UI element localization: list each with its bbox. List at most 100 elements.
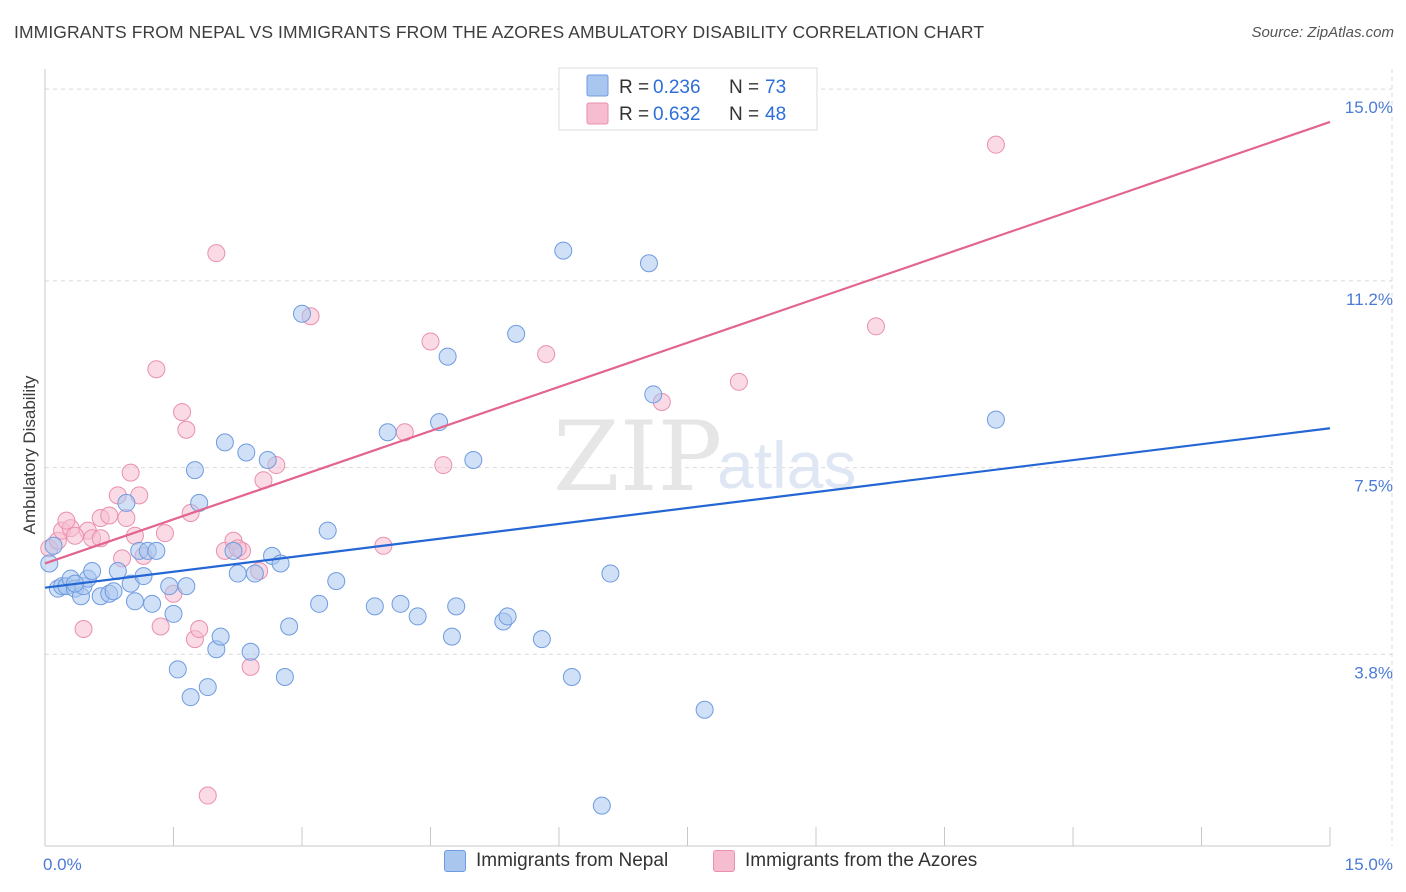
nepal-point xyxy=(507,324,526,343)
nepal-point xyxy=(181,688,200,707)
nepal-point xyxy=(592,796,611,815)
nepal-point xyxy=(185,461,204,480)
nepal-point xyxy=(644,385,663,404)
nepal-point xyxy=(44,536,63,555)
nepal-point xyxy=(498,607,517,626)
nepal-point xyxy=(438,347,457,366)
azores-point xyxy=(151,617,170,636)
azores-point xyxy=(74,620,93,639)
nepal-point xyxy=(365,597,384,616)
azores-point xyxy=(434,456,453,475)
nepal-point xyxy=(378,423,397,442)
nepal-point xyxy=(211,627,230,646)
nepal-point xyxy=(83,562,102,581)
nepal-trend-line xyxy=(44,427,1331,589)
nepal-point xyxy=(215,433,234,452)
y-tick-label: 11.2% xyxy=(1346,290,1393,309)
azores-point xyxy=(537,345,556,364)
nepal-n-value: 73 xyxy=(765,77,786,98)
nepal-point xyxy=(554,241,573,260)
azores-point xyxy=(117,509,136,528)
nepal-point xyxy=(117,493,136,512)
x-tick-label: 0.0% xyxy=(43,855,82,874)
nepal-points xyxy=(40,241,1005,815)
azores-point xyxy=(207,244,226,263)
nepal-point xyxy=(40,554,59,573)
azores-r-label: R = xyxy=(619,104,649,125)
azores-point xyxy=(65,526,84,545)
series-legend: Immigrants from Nepal Immigrants from th… xyxy=(0,850,1406,880)
azores-point xyxy=(147,360,166,379)
azores-point xyxy=(241,657,260,676)
watermark-atlas: atlas xyxy=(717,428,856,502)
watermark: ZIP atlas xyxy=(553,401,856,513)
nepal-point xyxy=(532,630,551,649)
nepal-point xyxy=(275,667,294,686)
nepal-swatch xyxy=(444,850,466,872)
nepal-point xyxy=(177,577,196,596)
azores-point xyxy=(57,511,76,530)
azores-point xyxy=(100,506,119,525)
azores-point xyxy=(421,332,440,351)
nepal-point xyxy=(391,594,410,613)
azores-swatch xyxy=(713,850,735,872)
azores-r-value: 0.632 xyxy=(653,104,701,125)
trend-lines xyxy=(44,120,1331,589)
nepal-point xyxy=(168,660,187,679)
nepal-point xyxy=(327,572,346,591)
nepal-point xyxy=(258,451,277,470)
nepal-point xyxy=(125,592,144,611)
azores-legend-swatch xyxy=(586,102,609,125)
nepal-r-value: 0.236 xyxy=(653,77,701,98)
watermark-zip: ZIP xyxy=(553,401,722,513)
azores-n-label: N = xyxy=(729,104,759,125)
nepal-point xyxy=(160,577,179,596)
nepal-point xyxy=(245,564,264,583)
nepal-point xyxy=(241,642,260,661)
nepal-point xyxy=(464,451,483,470)
nepal-point xyxy=(639,254,658,273)
y-tick-label: 15.0% xyxy=(1345,98,1393,117)
nepal-point xyxy=(601,564,620,583)
azores-trend-line xyxy=(44,120,1331,565)
azores-point xyxy=(866,317,885,336)
nepal-legend-swatch xyxy=(586,74,609,97)
nepal-point xyxy=(986,410,1005,429)
azores-point xyxy=(986,135,1005,154)
nepal-point xyxy=(318,521,337,540)
y-tick-label: 3.8% xyxy=(1354,663,1393,682)
nepal-point xyxy=(224,541,243,560)
nepal-point xyxy=(408,607,427,626)
nepal-point xyxy=(198,678,217,697)
nepal-point xyxy=(104,582,123,601)
nepal-point xyxy=(447,597,466,616)
nepal-point xyxy=(293,304,311,323)
chart-title: IMMIGRANTS FROM NEPAL VS IMMIGRANTS FROM… xyxy=(14,22,985,42)
nepal-point xyxy=(143,594,162,613)
nepal-n-label: N = xyxy=(729,77,759,98)
azores-point xyxy=(177,420,196,439)
legend-item-nepal[interactable]: Immigrants from Nepal xyxy=(444,850,668,872)
nepal-point xyxy=(237,443,256,462)
legend-item-azores[interactable]: Immigrants from the Azores xyxy=(713,850,977,872)
nepal-point xyxy=(228,564,247,583)
nepal-point xyxy=(280,617,299,636)
azores-point xyxy=(121,463,140,482)
x-tick-label: 15.0% xyxy=(1345,855,1393,874)
nepal-point xyxy=(147,541,166,560)
stats-legend: R = 0.236 N = 73 R = 0.632 N = 48 xyxy=(558,67,818,131)
legend-label-nepal: Immigrants from Nepal xyxy=(476,850,669,871)
azores-point xyxy=(190,620,209,639)
azores-point xyxy=(729,372,748,391)
nepal-point xyxy=(562,667,581,686)
legend-label-azores: Immigrants from the Azores xyxy=(745,850,978,871)
y-tick-label: 7.5% xyxy=(1354,477,1393,496)
source-label: Source: ZipAtlas.com xyxy=(1251,24,1394,41)
axes xyxy=(44,69,1331,847)
azores-n-value: 48 xyxy=(765,104,786,125)
nepal-point xyxy=(310,594,329,613)
nepal-point xyxy=(442,627,461,646)
azores-point xyxy=(155,524,174,543)
azores-point xyxy=(173,403,192,422)
